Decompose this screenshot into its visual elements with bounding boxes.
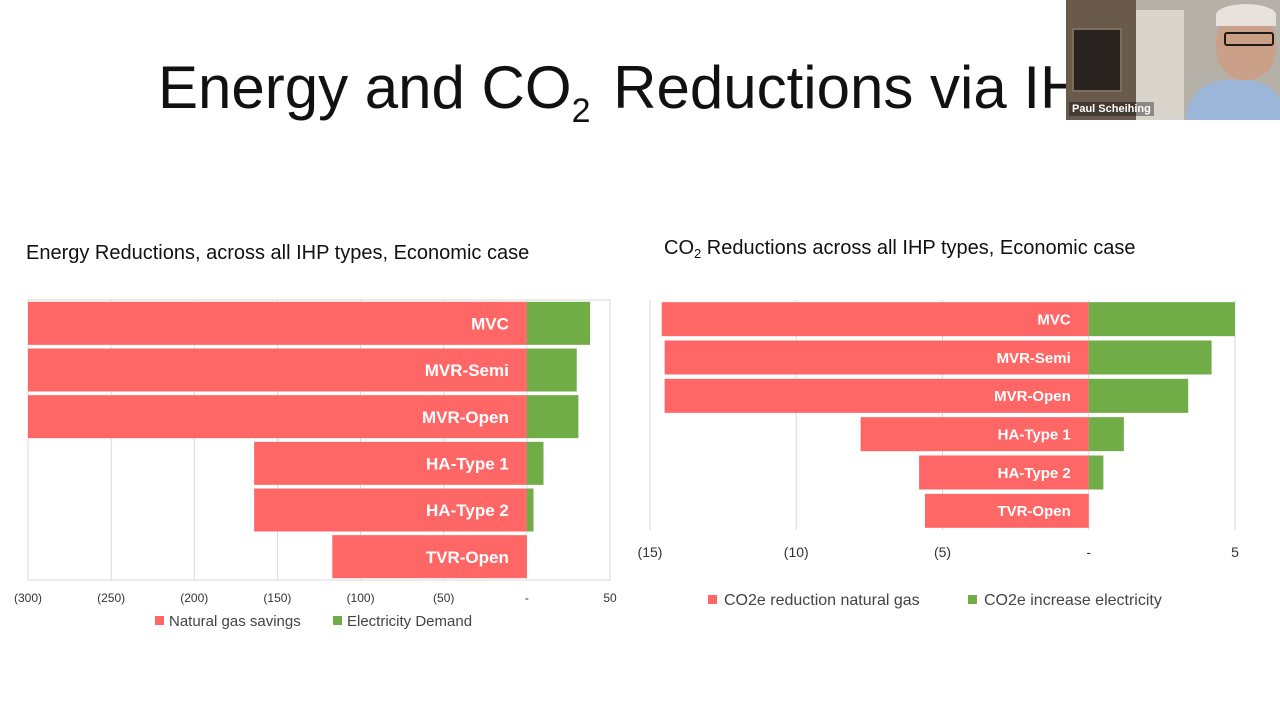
category-label-mvr-semi: MVR-Semi [997,350,1071,367]
co2-chart-title: CO2 Reductions across all IHP types, Eco… [664,237,1136,261]
co2-chart-title-rest: Reductions across all IHP types, Economi… [701,237,1136,259]
participant-glasses [1224,32,1274,46]
bar-electricity-demand-mvc [526,301,591,345]
bar-natural-gas-savings-mvr-open [28,395,527,439]
category-label-ha-type-1: HA-Type 1 [998,427,1071,444]
x-tick-label: (15) [638,544,663,560]
bar-electricity-demand-ha-type-1 [526,441,544,485]
bar-co2e-reduction-natural-gas-mvr-open [664,378,1089,413]
x-tick-label: (250) [97,591,125,605]
legend-label-natural-gas-savings: Natural gas savings [169,613,301,630]
x-tick-label: - [525,591,529,605]
bar-electricity-demand-mvr-open [526,395,579,439]
bar-natural-gas-savings-ha-type-2 [254,488,527,532]
legend-swatch-natural-gas-savings [155,616,164,625]
legend-label-co2e-reduction-natural-gas: CO2e reduction natural gas [724,592,920,609]
bar-co2e-reduction-natural-gas-mvc [661,302,1089,337]
slide-title: Energy and CO2 Reductions via IH [158,52,1083,132]
bar-co2e-increase-electricity-mvr-open [1088,378,1189,413]
energy-reductions-chart: MVC MVR-Semi MVR-Open HA-Type 1 HA-Type 2 TVR… [14,299,617,630]
category-label-ha-type-1: HA-Type 1 [426,454,509,473]
x-tick-label: (50) [433,591,454,605]
x-tick-label: (300) [14,591,42,605]
category-label-mvr-open: MVR-Open [994,388,1071,405]
x-tick-label: 5 [1231,544,1239,560]
energy-chart-title: Energy Reductions, across all IHP types,… [26,242,530,264]
video-background-lamp [1136,10,1184,120]
participant-hair [1216,4,1276,26]
co2-chart-title-subscript: 2 [694,246,702,261]
bar-co2e-increase-electricity-ha-type-1 [1088,417,1124,452]
bar-co2e-reduction-natural-gas-mvr-semi [664,340,1089,375]
category-label-mvr-open: MVR-Open [422,408,509,427]
category-label-mvc: MVC [1037,312,1071,329]
slide-title-main: Energy and CO [158,54,572,121]
x-tick-label: - [1086,544,1091,560]
bar-co2e-reduction-natural-gas-tvr-open [924,493,1089,528]
x-tick-label: (10) [784,544,809,560]
legend-swatch-co2e-increase-electricity [968,595,977,604]
bar-co2e-increase-electricity-ha-type-2 [1088,455,1104,490]
x-tick-label: (200) [180,591,208,605]
x-tick-label: (150) [263,591,291,605]
slide-title-rest: Reductions via IH [596,54,1084,121]
co2-chart-title-main: CO [664,237,694,259]
x-tick-label: (100) [347,591,375,605]
slide-title-subscript: 2 [571,92,591,130]
category-label-mvr-semi: MVR-Semi [425,361,509,380]
bar-co2e-reduction-natural-gas-ha-type-2 [919,455,1089,490]
category-label-mvc: MVC [471,314,509,333]
bar-co2e-reduction-natural-gas-ha-type-1 [860,417,1089,452]
video-background-picture [1072,28,1122,92]
bar-electricity-demand-mvr-semi [526,348,577,392]
category-label-ha-type-2: HA-Type 2 [998,465,1071,482]
bar-natural-gas-savings-mvr-semi [28,348,527,392]
x-tick-label: (5) [934,544,951,560]
bar-co2e-increase-electricity-mvr-semi [1088,340,1212,375]
category-label-tvr-open: TVR-Open [997,503,1070,520]
category-label-ha-type-2: HA-Type 2 [426,501,509,520]
legend-label-electricity-demand: Electricity Demand [347,613,472,630]
bar-co2e-increase-electricity-mvc [1088,302,1235,337]
bar-natural-gas-savings-mvc [28,301,527,345]
category-label-tvr-open: TVR-Open [426,548,509,567]
participant-shirt [1186,80,1280,120]
x-tick-label: 50 [603,591,617,605]
bar-natural-gas-savings-tvr-open [332,535,527,579]
legend-swatch-electricity-demand [333,616,342,625]
bar-electricity-demand-ha-type-2 [526,488,534,532]
co2-reductions-chart: MVC MVR-Semi MVR-Open HA-Type 1 HA-Type 2 TVR… [638,300,1239,609]
legend-swatch-co2e-reduction-natural-gas [708,595,717,604]
bar-natural-gas-savings-ha-type-1 [254,441,527,485]
participant-video-tile[interactable]: Paul Scheihing [1066,0,1280,120]
participant-name-label: Paul Scheihing [1069,102,1154,116]
legend-label-co2e-increase-electricity: CO2e increase electricity [984,592,1162,609]
